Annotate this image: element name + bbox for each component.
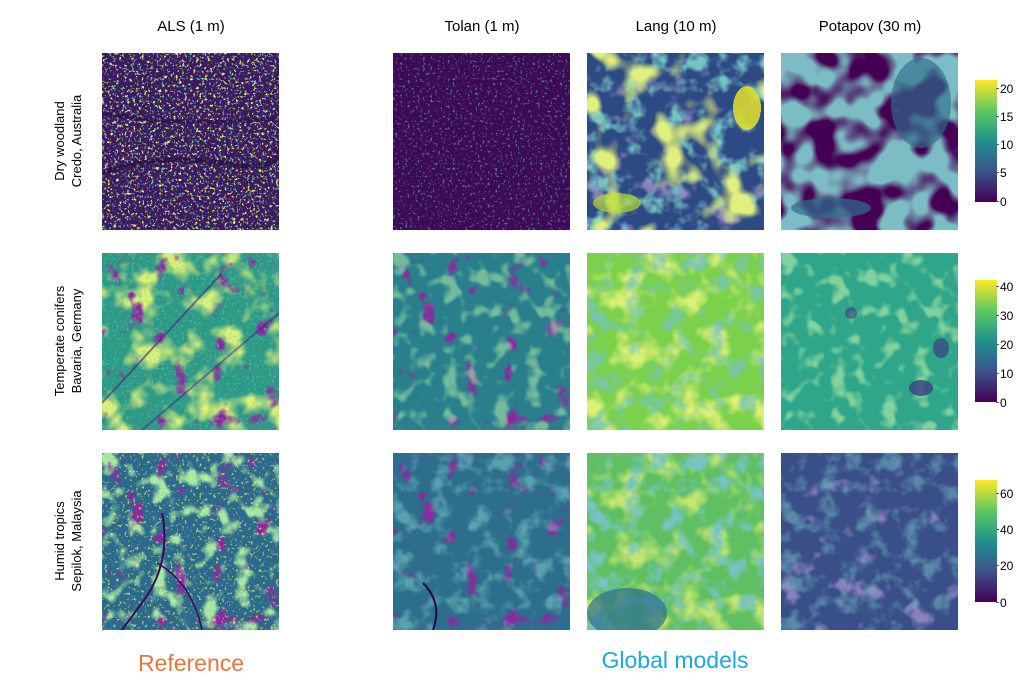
map-tolan-temperate-conifers <box>393 253 570 430</box>
row-label-line2: Bavaria, Germany <box>69 288 84 394</box>
map-tolan-dry-woodland <box>393 53 570 230</box>
colorbar-tick: 40 <box>995 523 1014 537</box>
colorbar-tick: 10 <box>995 367 1014 381</box>
map-als-humid-tropics <box>102 453 279 630</box>
colorbar-tick: 5 <box>996 166 1007 180</box>
group-label-global-models: Global models <box>601 647 749 673</box>
map-potapov-dry-woodland <box>781 53 958 230</box>
colorbar-tick: 60 <box>995 487 1014 501</box>
column-title-als: ALS (1 m) <box>157 18 225 35</box>
map-lang-humid-tropics <box>587 453 764 630</box>
colorbar-dry-woodland <box>975 80 997 202</box>
map-potapov-temperate-conifers <box>781 253 958 430</box>
column-title-lang: Lang (10 m) <box>635 18 717 35</box>
colorbar-tick: 15 <box>995 110 1014 124</box>
colorbar-tick: 0 <box>996 596 1007 610</box>
colorbar-tick: 30 <box>995 309 1014 323</box>
column-title-tolan: Tolan (1 m) <box>444 18 520 35</box>
row-label-line1: Humid tropics <box>52 501 67 581</box>
map-als-temperate-conifers <box>102 253 279 430</box>
row-label-line1: Dry woodland <box>52 101 67 181</box>
row-label-humid-tropics: Humid tropics Sepilok, Malaysia <box>46 453 90 629</box>
map-lang-temperate-conifers <box>587 253 764 430</box>
map-potapov-humid-tropics <box>781 453 958 630</box>
colorbar-tick: 0 <box>996 396 1007 410</box>
row-label-dry-woodland: Dry woodland Credo, Australia <box>46 53 90 229</box>
colorbar-tick: 40 <box>995 280 1014 294</box>
map-tolan-humid-tropics <box>393 453 570 630</box>
colorbar-tick: 0 <box>996 195 1007 209</box>
colorbar-temperate-conifers <box>975 280 997 402</box>
colorbar-tick: 20 <box>995 338 1014 352</box>
map-als-dry-woodland <box>102 53 279 230</box>
row-label-line1: Temperate conifers <box>52 285 67 397</box>
colorbar-humid-tropics <box>975 480 997 602</box>
row-label-line2: Sepilok, Malaysia <box>69 490 84 592</box>
map-lang-dry-woodland <box>587 53 764 230</box>
colorbar-tick: 10 <box>995 138 1014 152</box>
group-label-reference: Reference <box>137 650 245 676</box>
colorbar-tick: 20 <box>995 559 1014 573</box>
row-label-temperate-conifers: Temperate conifers Bavaria, Germany <box>46 253 90 429</box>
row-label-line2: Credo, Australia <box>69 94 84 188</box>
colorbar-tick: 20 <box>995 82 1014 96</box>
column-title-potapov: Potapov (30 m) <box>818 18 922 35</box>
